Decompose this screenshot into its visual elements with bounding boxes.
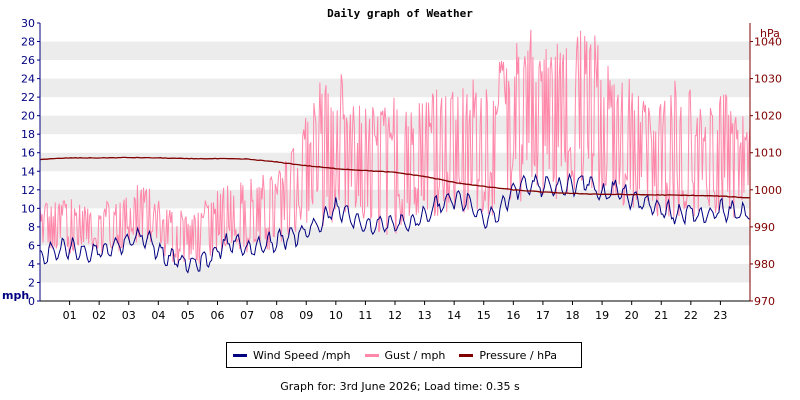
x-tick-label: 07 bbox=[240, 309, 254, 322]
legend-swatch-gust bbox=[364, 353, 379, 357]
x-tick-label: 20 bbox=[625, 309, 639, 322]
x-tick-label: 15 bbox=[477, 309, 491, 322]
wind-speed-line bbox=[39, 172, 751, 274]
x-tick-label: 18 bbox=[566, 309, 580, 322]
left-tick-label: 26 bbox=[21, 54, 35, 67]
left-tick-label: 14 bbox=[21, 165, 35, 178]
left-tick-label: 10 bbox=[21, 202, 35, 215]
x-tick-label: 10 bbox=[329, 309, 343, 322]
x-tick-label: 13 bbox=[418, 309, 432, 322]
legend-item-pressure: Pressure / hPa bbox=[459, 349, 557, 362]
legend-label-pressure: Pressure / hPa bbox=[479, 348, 557, 362]
right-tick-label: 990 bbox=[754, 221, 775, 234]
left-tick-label: 12 bbox=[21, 184, 35, 197]
x-tick-label: 08 bbox=[270, 309, 284, 322]
x-tick-label: 11 bbox=[358, 309, 372, 322]
legend: Wind Speed /mph Gust / mph Pressure / hP… bbox=[226, 342, 582, 368]
x-tick-label: 22 bbox=[684, 309, 698, 322]
right-tick-label: 980 bbox=[754, 258, 775, 271]
x-tick-label: 16 bbox=[506, 309, 520, 322]
right-tick-label: 1010 bbox=[754, 147, 782, 160]
grid-band bbox=[40, 115, 750, 135]
right-tick-label: 1040 bbox=[754, 36, 782, 49]
left-axis-label: mph bbox=[2, 289, 29, 302]
legend-label-wind: Wind Speed /mph bbox=[253, 348, 351, 362]
grid-bands bbox=[40, 23, 750, 301]
left-tick-label: 28 bbox=[21, 36, 35, 49]
x-tick-label: 12 bbox=[388, 309, 402, 322]
wind-speed-series bbox=[39, 172, 751, 274]
left-tick-label: 6 bbox=[28, 239, 35, 252]
x-tick-label: 21 bbox=[654, 309, 668, 322]
pressure-line bbox=[39, 156, 751, 199]
x-tick-labels: 01 02 03 04 05 06 07 08 09 10 11 12 13 14 15 16 17 18 19 20… bbox=[63, 301, 727, 322]
left-tick-label: 0 bbox=[28, 295, 35, 308]
grid-band bbox=[40, 78, 750, 98]
left-tick-label: 30 bbox=[21, 17, 35, 30]
legend-label-gust: Gust / mph bbox=[384, 348, 446, 362]
legend-item-wind: Wind Speed /mph bbox=[233, 349, 351, 362]
x-tick-label: 14 bbox=[447, 309, 461, 322]
x-tick-label: 06 bbox=[211, 309, 225, 322]
x-tick-label: 02 bbox=[92, 309, 106, 322]
left-tick-label: 4 bbox=[28, 258, 35, 271]
left-tick-label: 22 bbox=[21, 91, 35, 104]
pressure-series bbox=[39, 156, 751, 199]
left-tick-label: 18 bbox=[21, 128, 35, 141]
x-tick-label: 23 bbox=[713, 309, 727, 322]
left-tick-label: 20 bbox=[21, 110, 35, 123]
right-axis-label: hPa bbox=[760, 27, 780, 40]
right-tick-label: 1020 bbox=[754, 110, 782, 123]
right-tick-label: 1000 bbox=[754, 184, 782, 197]
x-tick-label: 03 bbox=[122, 309, 136, 322]
grid-band bbox=[40, 226, 750, 246]
right-tick-label: 970 bbox=[754, 295, 775, 308]
x-tick-label: 17 bbox=[536, 309, 550, 322]
left-tick-label: 16 bbox=[21, 147, 35, 160]
x-tick-label: 04 bbox=[151, 309, 165, 322]
left-tick-label: 24 bbox=[21, 73, 35, 86]
legend-item-gust: Gust / mph bbox=[364, 348, 446, 362]
grid-band bbox=[40, 263, 750, 283]
grid-band bbox=[40, 41, 750, 61]
gust-line bbox=[39, 29, 751, 264]
x-tick-label: 19 bbox=[595, 309, 609, 322]
x-tick-label: 01 bbox=[63, 309, 77, 322]
x-tick-label: 05 bbox=[181, 309, 195, 322]
gust-series bbox=[39, 29, 751, 264]
left-tick-label: 2 bbox=[28, 276, 35, 289]
x-tick-label: 09 bbox=[299, 309, 313, 322]
chart-title: Daily graph of Weather bbox=[327, 7, 473, 20]
left-tick-label: 8 bbox=[28, 221, 35, 234]
legend-swatch-pressure bbox=[459, 353, 474, 357]
right-tick-labels: 970 980 990 1000 1010 1020 1030 1040 bbox=[750, 36, 782, 308]
right-tick-label: 1030 bbox=[754, 73, 782, 86]
footer-status: Graph for: 3rd June 2026; Load time: 0.3… bbox=[280, 380, 520, 393]
legend-swatch-wind bbox=[233, 353, 247, 357]
